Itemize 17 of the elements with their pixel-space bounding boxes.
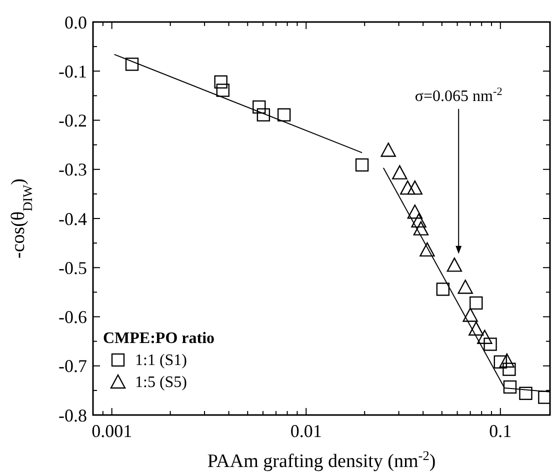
x-axis-title: PAAm grafting density (nm$^{-2}$) (207, 448, 436, 472)
y-tick-label: -0.5 (58, 258, 87, 278)
y-tick-label: -0.4 (58, 208, 87, 229)
y-tick-label: -0.2 (58, 110, 87, 131)
legend-label: 1:1 (S1) (135, 352, 187, 369)
legend-label: 1:5 (S5) (135, 374, 187, 391)
y-tick-label: -0.1 (58, 61, 87, 82)
annotation: σ=0.065 nm$^{-2}$ (414, 86, 502, 105)
legend-title: CMPE:PO ratio (103, 330, 215, 347)
x-tick-label: 0.01 (290, 421, 322, 441)
x-tick-label: 0.1 (489, 421, 512, 441)
y-tick-label: -0.8 (58, 405, 87, 426)
y-tick-label: -0.3 (58, 160, 87, 180)
x-tick-label: 0.001 (92, 421, 132, 441)
y-tick-label: -0.7 (58, 356, 87, 376)
y-tick-label: -0.6 (58, 307, 87, 328)
y-tick-label: 0.0 (64, 12, 87, 32)
